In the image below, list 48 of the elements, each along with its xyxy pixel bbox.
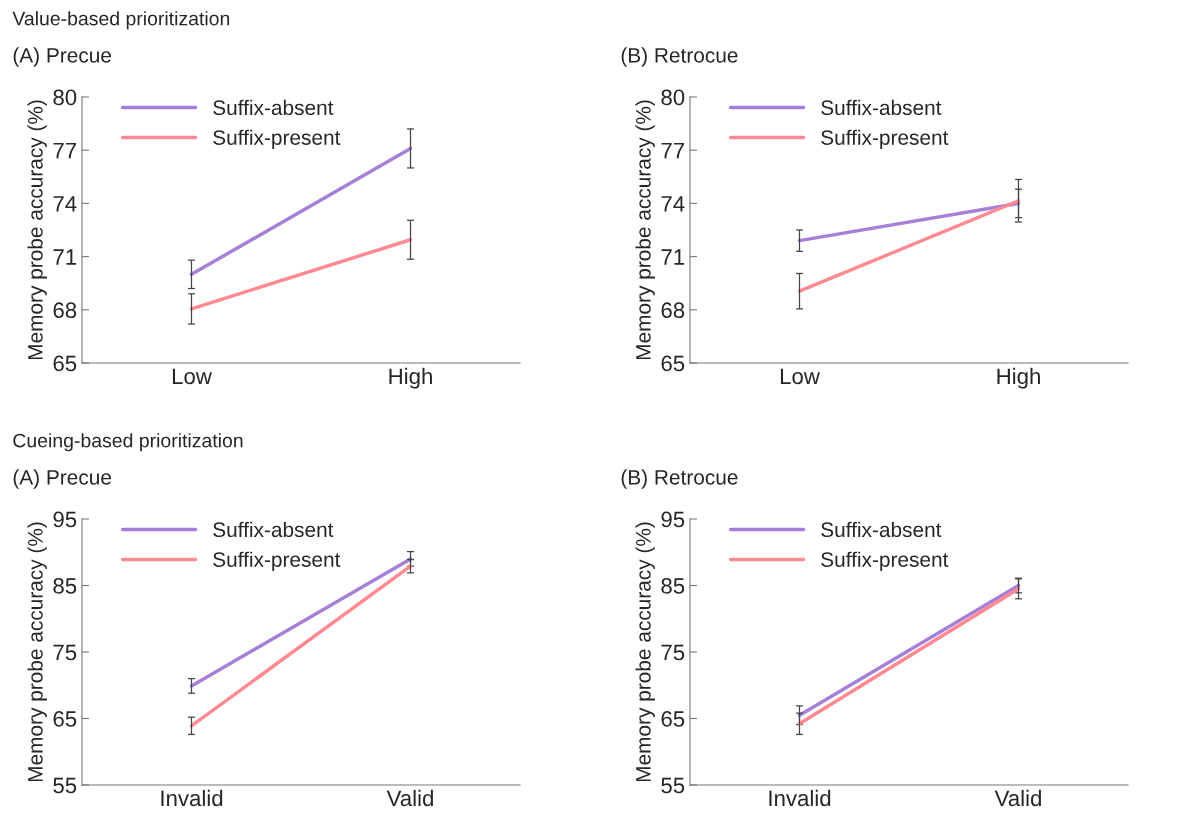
- legend-label: Suffix-absent: [213, 99, 334, 116]
- y-tick-label: 65: [661, 711, 685, 727]
- y-tick-label: 80: [53, 89, 77, 106]
- chart-title: (B) Retrocue: [621, 469, 738, 489]
- y-tick-label: 71: [661, 249, 685, 265]
- legend-label: Suffix-absent: [821, 521, 942, 538]
- x-tick-label: Low: [780, 368, 820, 385]
- x-tick-label: Valid: [994, 789, 1041, 807]
- y-tick-label: 95: [53, 511, 77, 528]
- text: Cueing-based prioritization: [13, 433, 243, 452]
- chart-title: (B) Retrocue: [621, 47, 738, 67]
- y-tick-label: 55: [53, 777, 77, 794]
- y-axis-title: Memory probe accuracy (%): [27, 100, 47, 360]
- y-tick-label: 85: [661, 578, 685, 594]
- text: Value-based prioritization: [12, 11, 230, 30]
- y-tick-label: 85: [53, 578, 77, 594]
- y-tick-label: 68: [661, 302, 685, 319]
- legend-label: Suffix-present: [821, 129, 949, 150]
- y-tick-label: 65: [53, 355, 77, 372]
- y-tick-label: 75: [661, 644, 685, 661]
- y-tick-label: 55: [661, 777, 685, 794]
- x-tick-label: Invalid: [769, 789, 831, 807]
- x-tick-label: Low: [172, 368, 212, 385]
- y-tick-label: 77: [53, 142, 77, 159]
- chart-title: (A) Precue: [13, 469, 111, 489]
- y-tick-label: 95: [661, 511, 685, 528]
- y-axis-title: Memory probe accuracy (%): [27, 522, 47, 782]
- y-axis-title: Memory probe accuracy (%): [635, 100, 655, 360]
- y-tick-label: 74: [53, 196, 77, 212]
- y-tick-label: 68: [53, 302, 77, 319]
- y-tick-label: 71: [53, 249, 77, 265]
- y-tick-label: 65: [661, 355, 685, 372]
- y-tick-label: 65: [53, 711, 77, 727]
- y-tick-label: 77: [661, 142, 685, 159]
- x-tick-label: Invalid: [161, 789, 223, 807]
- x-tick-label: High: [389, 367, 432, 389]
- y-tick-label: 80: [661, 89, 685, 106]
- legend-label: Suffix-absent: [821, 99, 942, 116]
- legend-label: Suffix-present: [821, 551, 949, 572]
- y-tick-label: 75: [53, 644, 77, 661]
- x-tick-label: High: [997, 367, 1040, 389]
- x-tick-label: Valid: [386, 789, 433, 807]
- legend-label: Suffix-present: [213, 129, 341, 150]
- chart-title: (A) Precue: [13, 47, 111, 67]
- legend-label: Suffix-absent: [213, 521, 334, 538]
- legend-label: Suffix-present: [213, 551, 341, 572]
- y-tick-label: 74: [661, 196, 685, 212]
- y-axis-title: Memory probe accuracy (%): [635, 522, 655, 782]
